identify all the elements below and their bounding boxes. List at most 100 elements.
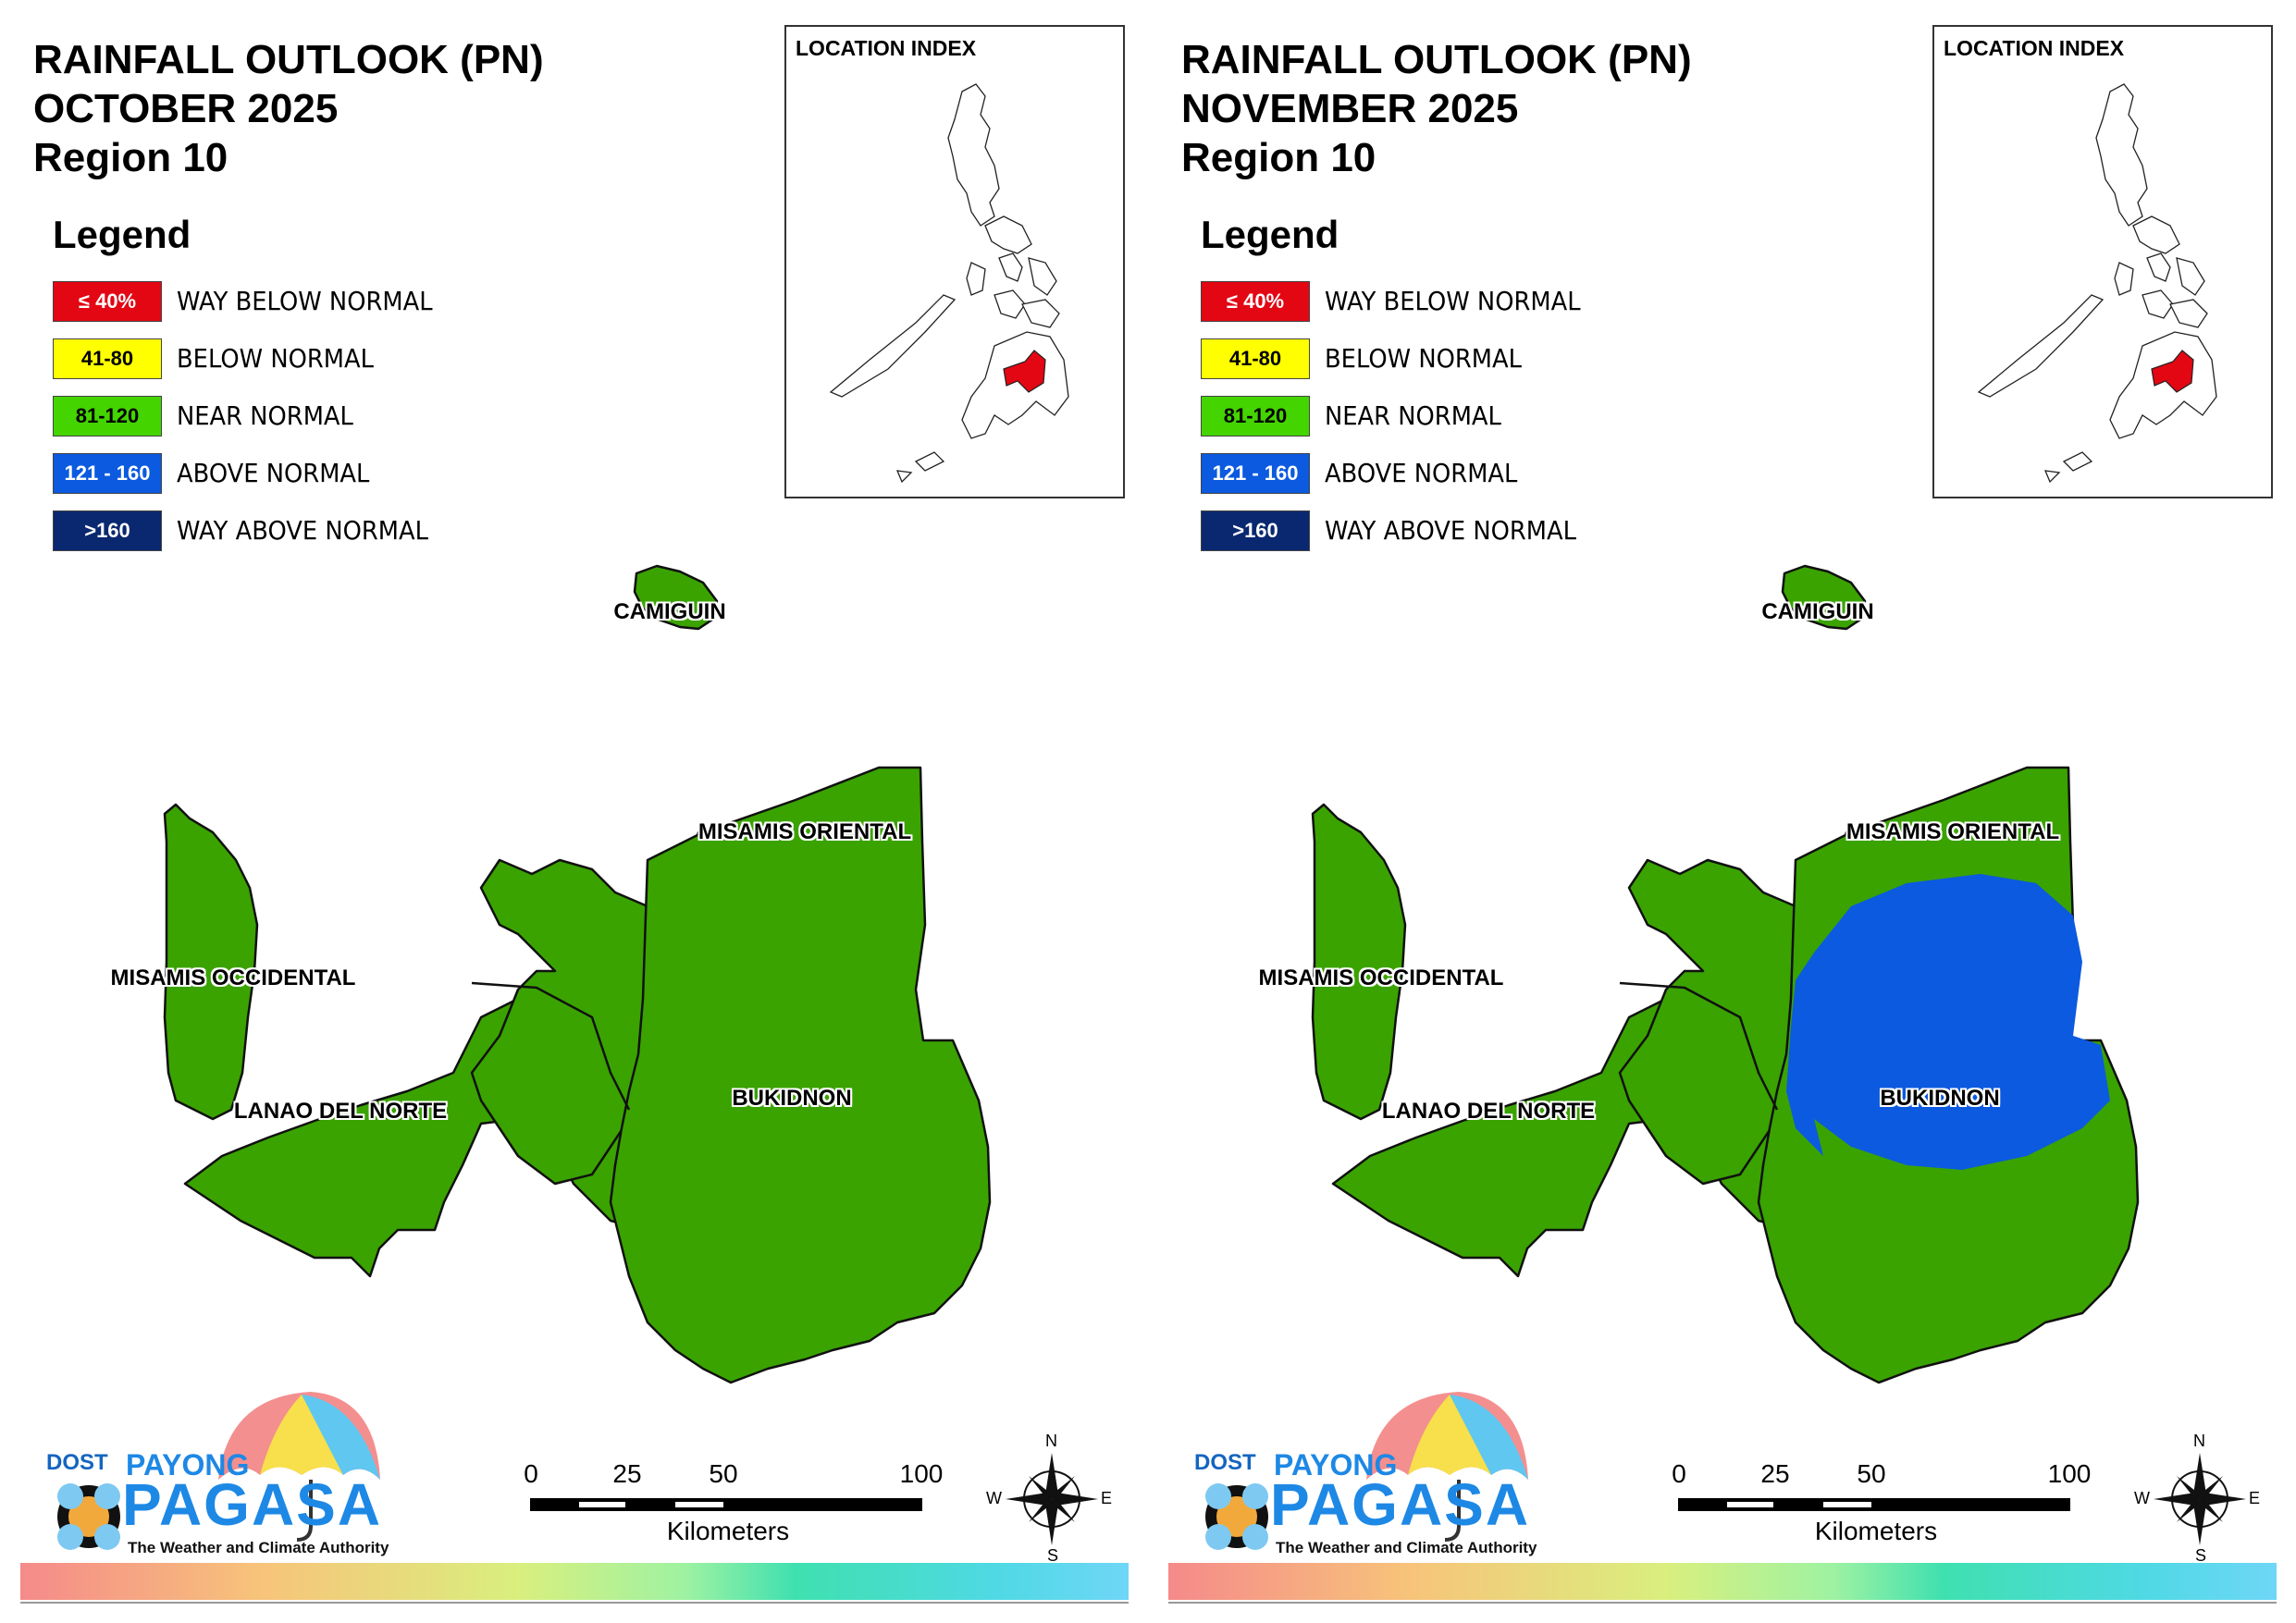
- color-gradient-bar: [1168, 1563, 2277, 1600]
- legend-swatch: ≤ 40%: [53, 281, 162, 322]
- legend-item-below-normal: 41-80 BELOW NORMAL: [1201, 338, 1645, 381]
- legend-item-above-normal: 121 - 160 ABOVE NORMAL: [1201, 453, 1645, 496]
- logo-payong: PAYONG: [126, 1448, 250, 1482]
- scale-tick-0: 0: [524, 1459, 538, 1488]
- label-lanao-del-norte: LANAO DEL NORTE: [233, 1099, 448, 1124]
- philippines-outline-map: [829, 83, 1069, 484]
- province-misamis-occidental: [1311, 803, 1407, 1121]
- legend-swatch: 81-120: [53, 396, 162, 436]
- legend-swatch: 41-80: [1201, 338, 1310, 379]
- map-title: RAINFALL OUTLOOK (PN) NOVEMBER 2025 Regi…: [1181, 35, 1692, 182]
- compass-e: E: [1101, 1489, 1113, 1507]
- legend-title: Legend: [53, 213, 191, 256]
- payong-pagasa-logo: DOST PAYONG PAGASA The Weather and Clima…: [33, 1387, 389, 1563]
- scale-unit: Kilometers: [1814, 1517, 1938, 1545]
- legend-item-way-above-normal: >160 WAY ABOVE NORMAL: [1201, 510, 1645, 553]
- legend-swatch: >160: [1201, 510, 1310, 551]
- legend-label: ABOVE NORMAL: [1325, 458, 1518, 488]
- label-misamis-occidental: MISAMIS OCCIDENTAL: [110, 965, 356, 990]
- legend-label: WAY ABOVE NORMAL: [1325, 515, 1577, 546]
- legend-item-near-normal: 81-120 NEAR NORMAL: [53, 396, 497, 438]
- scale-bar-graphic: [1678, 1498, 2070, 1511]
- label-camiguin: CAMIGUIN: [1761, 599, 1874, 624]
- legend-item-way-below-normal: ≤ 40% WAY BELOW NORMAL: [1201, 281, 1645, 324]
- legend-item-above-normal: 121 - 160 ABOVE NORMAL: [53, 453, 497, 496]
- legend-label: BELOW NORMAL: [177, 343, 374, 374]
- scale-tick-50: 50: [1857, 1459, 1886, 1488]
- compass-s: S: [1047, 1546, 1059, 1565]
- compass-graphic: [2154, 1453, 2246, 1545]
- logo-pagasa: PAGASA: [1270, 1471, 1531, 1538]
- label-misamis-occidental: MISAMIS OCCIDENTAL: [1258, 965, 1504, 990]
- logo-dost: DOST: [46, 1450, 108, 1475]
- logo-tagline: The Weather and Climate Authority: [128, 1539, 389, 1556]
- legend-label: BELOW NORMAL: [1325, 343, 1522, 374]
- scale-bar: 0 25 50 100 Kilometers: [524, 1459, 943, 1561]
- label-misamis-oriental: MISAMIS ORIENTAL: [1845, 819, 2060, 844]
- umbrella-icon: [1205, 1392, 1528, 1550]
- logo-dost: DOST: [1194, 1450, 1256, 1475]
- legend-swatch: 121 - 160: [1201, 453, 1310, 494]
- legend-title: Legend: [1201, 213, 1339, 256]
- legend-swatch: 121 - 160: [53, 453, 162, 494]
- legend-item-near-normal: 81-120 NEAR NORMAL: [1201, 396, 1645, 438]
- compass-w: W: [2134, 1489, 2150, 1507]
- compass-rose-icon: N E S W: [986, 1432, 1113, 1565]
- compass-s: S: [2195, 1546, 2207, 1565]
- location-index-inset: LOCATION INDEX: [1932, 25, 2273, 498]
- label-misamis-oriental: MISAMIS ORIENTAL: [697, 819, 912, 844]
- legend-swatch: 81-120: [1201, 396, 1310, 436]
- province-bukidnon: [609, 766, 992, 1384]
- map-title: RAINFALL OUTLOOK (PN) OCTOBER 2025 Regio…: [33, 35, 544, 182]
- label-camiguin: CAMIGUIN: [613, 599, 726, 624]
- province-camiguin: [633, 564, 719, 631]
- scale-tick-50: 50: [709, 1459, 738, 1488]
- scale-bar-graphic: [530, 1498, 922, 1511]
- logo-tagline: The Weather and Climate Authority: [1276, 1539, 1537, 1556]
- compass-rose-icon: N E S W: [2134, 1432, 2261, 1565]
- region-10-map: CAMIGUIN MISAMIS ORIENTAL MISAMIS OCCIDE…: [0, 555, 1148, 1387]
- scale-tick-0: 0: [1672, 1459, 1686, 1488]
- legend-swatch: >160: [53, 510, 162, 551]
- compass-e: E: [2249, 1489, 2261, 1507]
- philippines-outline-map: [1977, 83, 2217, 484]
- compass-w: W: [986, 1489, 1002, 1507]
- legend-label: WAY ABOVE NORMAL: [177, 515, 429, 546]
- umbrella-icon: [57, 1392, 380, 1550]
- outlook-panel-october: RAINFALL OUTLOOK (PN) OCTOBER 2025 Regio…: [0, 25, 1148, 1604]
- legend-swatch: ≤ 40%: [1201, 281, 1310, 322]
- location-index-inset: LOCATION INDEX: [784, 25, 1125, 498]
- legend-item-way-below-normal: ≤ 40% WAY BELOW NORMAL: [53, 281, 497, 324]
- title-line-1: RAINFALL OUTLOOK (PN): [33, 37, 544, 82]
- legend-label: NEAR NORMAL: [177, 400, 353, 431]
- title-line-1: RAINFALL OUTLOOK (PN): [1181, 37, 1692, 82]
- legend-label: NEAR NORMAL: [1325, 400, 1501, 431]
- legend-swatch: 41-80: [53, 338, 162, 379]
- above-normal-zone: [1786, 874, 2110, 1170]
- scale-tick-25: 25: [1760, 1459, 1790, 1488]
- label-bukidnon: BUKIDNON: [1880, 1086, 2000, 1111]
- logo-payong: PAYONG: [1274, 1448, 1398, 1482]
- footer-divider: [1168, 1602, 2277, 1604]
- scale-bar: 0 25 50 100 Kilometers: [1672, 1459, 2091, 1561]
- inset-title: LOCATION INDEX: [796, 36, 977, 60]
- scale-unit: Kilometers: [666, 1517, 790, 1545]
- scale-tick-100: 100: [2047, 1459, 2092, 1488]
- title-line-2: OCTOBER 2025: [33, 86, 339, 131]
- title-line-2: NOVEMBER 2025: [1181, 86, 1519, 131]
- region-10-map: CAMIGUIN MISAMIS ORIENTAL MISAMIS OCCIDE…: [1148, 555, 2296, 1387]
- province-camiguin: [1781, 564, 1867, 631]
- label-bukidnon: BUKIDNON: [732, 1086, 852, 1111]
- compass-graphic: [1006, 1453, 1098, 1545]
- footer-divider: [20, 1602, 1129, 1604]
- color-gradient-bar: [20, 1563, 1129, 1600]
- compass-n: N: [2193, 1432, 2205, 1450]
- province-map: [163, 564, 992, 1384]
- legend-label: WAY BELOW NORMAL: [177, 286, 433, 316]
- title-line-3: Region 10: [1181, 135, 1376, 180]
- inset-title: LOCATION INDEX: [1944, 36, 2125, 60]
- province-map: [1311, 564, 2140, 1384]
- province-misamis-occidental: [163, 803, 259, 1121]
- scale-tick-100: 100: [899, 1459, 944, 1488]
- payong-pagasa-logo: DOST PAYONG PAGASA The Weather and Clima…: [1181, 1387, 1537, 1563]
